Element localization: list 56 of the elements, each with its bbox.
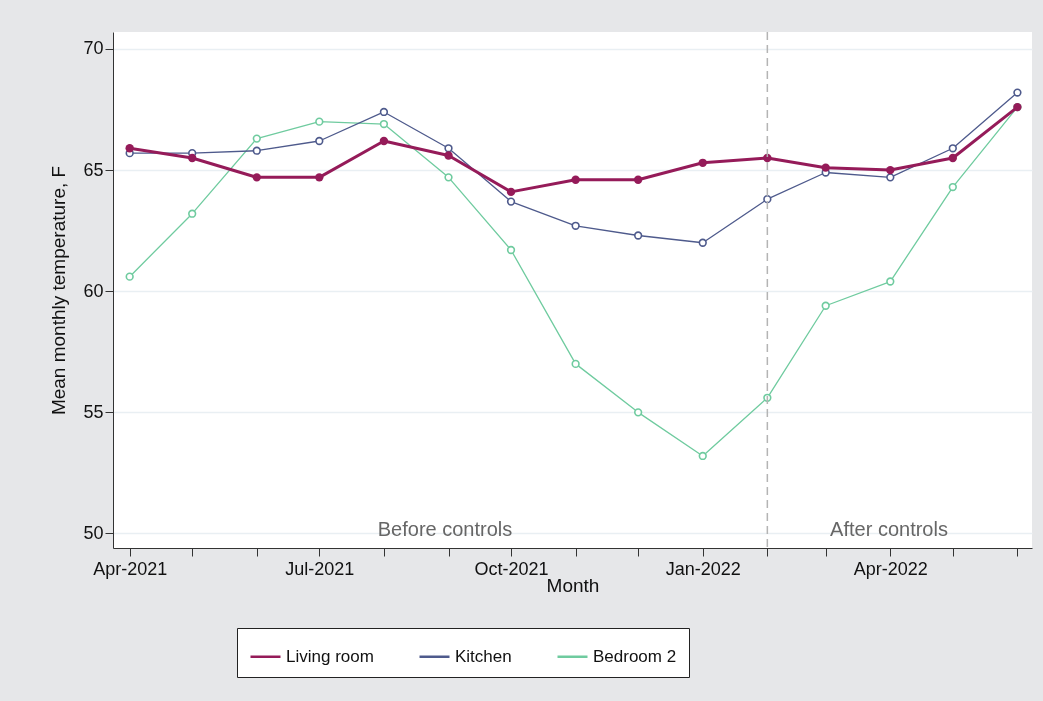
y-tick-label: 65 xyxy=(83,159,104,180)
point xyxy=(948,182,957,192)
annotation: Before controls xyxy=(377,518,513,540)
point xyxy=(886,277,895,286)
x-axis-title: Month xyxy=(546,574,600,596)
point xyxy=(379,119,389,129)
x-tick-label: Jan-2022 xyxy=(665,558,741,579)
point xyxy=(315,173,324,182)
point xyxy=(763,153,772,163)
point xyxy=(886,165,895,175)
point xyxy=(763,195,772,204)
point xyxy=(633,175,643,184)
point xyxy=(379,107,389,117)
y-tick-label: 60 xyxy=(83,280,104,301)
point xyxy=(188,209,197,218)
point xyxy=(1013,88,1022,97)
point xyxy=(571,175,580,184)
point xyxy=(252,146,261,155)
point xyxy=(633,408,643,417)
point xyxy=(252,173,261,182)
point xyxy=(444,151,453,160)
point xyxy=(315,136,324,146)
point xyxy=(886,173,895,182)
x-tick-label: Jul-2021 xyxy=(285,558,355,579)
point xyxy=(821,163,830,172)
point xyxy=(444,173,453,182)
y-tick-label: 50 xyxy=(83,522,104,543)
point xyxy=(948,153,957,163)
point xyxy=(252,134,261,143)
point xyxy=(506,187,516,197)
legend-label: Kitchen xyxy=(455,646,512,666)
point xyxy=(506,197,516,206)
annotation: After controls xyxy=(830,518,948,540)
point xyxy=(821,301,830,310)
x-tick-label: Apr-2021 xyxy=(93,558,168,579)
point xyxy=(379,136,389,146)
point xyxy=(698,451,707,461)
point xyxy=(633,231,643,240)
point xyxy=(698,158,707,167)
point xyxy=(188,153,197,163)
point xyxy=(506,245,516,255)
x-tick-label: Apr-2022 xyxy=(853,558,928,579)
point xyxy=(698,238,707,247)
point xyxy=(125,272,134,281)
y-tick-label: 70 xyxy=(83,38,104,59)
point xyxy=(315,117,324,126)
legend-label: Living room xyxy=(286,646,374,666)
point xyxy=(948,144,957,153)
y-tick-label: 55 xyxy=(83,401,104,422)
point xyxy=(571,221,580,230)
point xyxy=(444,144,453,153)
point xyxy=(571,359,580,369)
point xyxy=(125,144,134,153)
y-axis-title: Mean monthly temperature, F xyxy=(48,165,70,416)
x-tick-label: Oct-2021 xyxy=(474,558,549,579)
legend-label: Bedroom 2 xyxy=(593,646,677,666)
